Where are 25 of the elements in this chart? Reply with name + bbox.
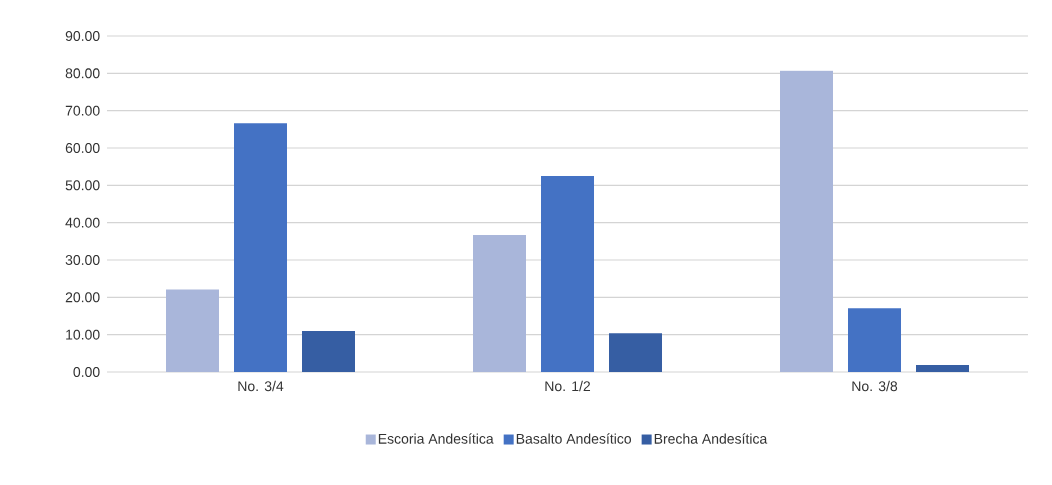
y-tick-label: 20.00 [65, 292, 100, 303]
bar [848, 308, 902, 372]
y-tick-label: 70.00 [65, 105, 100, 116]
bar [916, 364, 970, 372]
y-tick-label: 50.00 [65, 180, 100, 191]
bar [302, 330, 355, 372]
y-tick-label: 30.00 [65, 255, 100, 265]
bar [541, 176, 594, 372]
legend-label: Brecha Andesítica [654, 433, 768, 444]
x-tick-label: No. 3/8 [852, 380, 898, 392]
y-tick-label: 90.00 [65, 31, 100, 41]
bar [780, 70, 834, 372]
y-tick-label: 60.00 [65, 143, 100, 153]
y-tick-label: 10.00 [66, 329, 100, 340]
bar [234, 123, 287, 372]
y-tick-label: 0.00 [73, 367, 100, 377]
bar [166, 289, 219, 372]
bar [473, 234, 526, 372]
legend-label: Escoria Andesítica [378, 433, 494, 444]
x-tick-label: No. 3/4 [238, 380, 284, 392]
y-tick-label: 40.00 [65, 217, 100, 228]
bar [609, 333, 663, 372]
x-tick-label: No. 1/2 [545, 380, 591, 392]
legend-label: Basalto Andesítico [516, 433, 632, 444]
y-tick-label: 80.00 [65, 68, 100, 79]
